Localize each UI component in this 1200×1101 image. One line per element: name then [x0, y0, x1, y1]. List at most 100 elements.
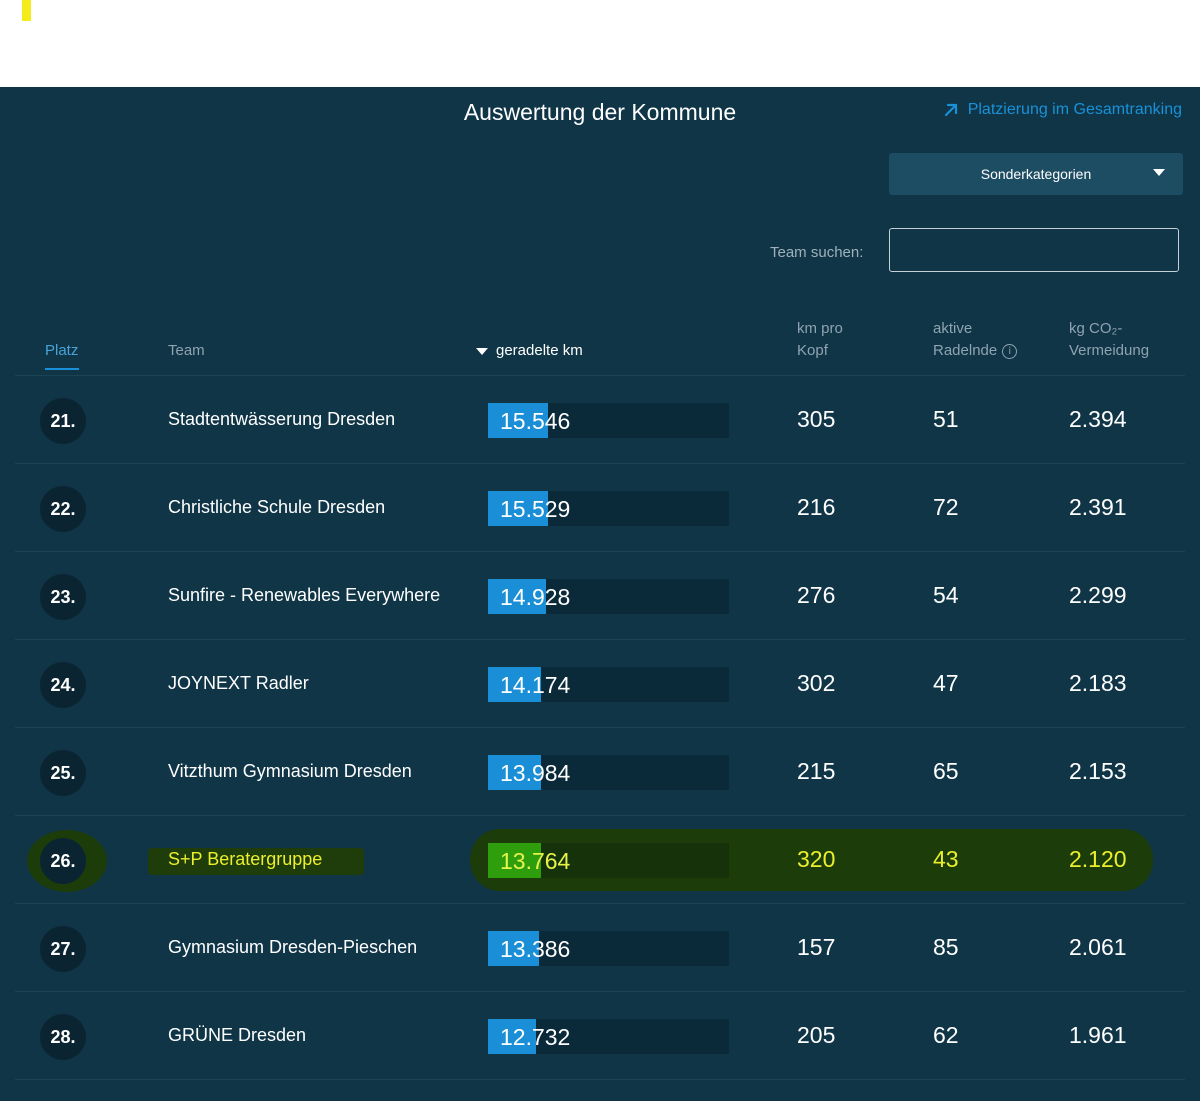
team-name[interactable]: Gymnasium Dresden-Pieschen [168, 937, 418, 957]
row-divider [15, 1079, 1185, 1080]
km-per-head-value: 216 [797, 494, 836, 520]
column-header-active-riders-line-2: Radelnde [933, 342, 998, 359]
row-divider [15, 903, 1185, 904]
km-bar-fill [488, 931, 539, 966]
column-header-km-label: geradelte km [496, 342, 583, 359]
km-bar: 14.928 [488, 579, 729, 614]
co2-value: 2.391 [1069, 494, 1127, 520]
column-header-km-per-head[interactable]: km pro Kopf [797, 318, 843, 362]
overall-ranking-link[interactable]: Platzierung im Gesamtranking [942, 101, 1182, 119]
info-icon[interactable]: i [1002, 343, 1018, 359]
column-header-rank-underline [45, 368, 79, 370]
row-divider [15, 991, 1185, 992]
km-bar-fill [488, 403, 549, 438]
row-divider [15, 727, 1185, 728]
km-per-head-value: 302 [797, 670, 836, 696]
column-header-co2-line-2: Vermeidung [1069, 342, 1150, 359]
table-row[interactable]: 26. S+P Beratergruppe 13.764 320 43 2.120 [0, 816, 1200, 904]
km-bar: 14.174 [488, 667, 729, 702]
km-per-head-value: 276 [797, 582, 836, 608]
km-bar: 13.386 [488, 931, 729, 966]
special-categories-dropdown[interactable]: Sonderkategorien [889, 153, 1183, 195]
column-header-rank[interactable]: Platz [45, 342, 79, 359]
column-header-km-per-head-line-2: Kopf [797, 342, 828, 359]
sort-desc-icon [476, 347, 488, 355]
active-riders-value: 54 [933, 582, 959, 608]
active-riders-value: 72 [933, 494, 959, 520]
km-bar-fill [488, 579, 546, 614]
active-riders-value: 65 [933, 758, 959, 784]
rank-badge: 26. [40, 838, 86, 884]
column-header-active-riders-line-2-wrap: Radelnde i [933, 340, 1018, 362]
arrow-up-right-icon [944, 103, 957, 117]
row-divider [15, 815, 1185, 816]
km-value: 12.732 [500, 1024, 571, 1050]
km-bar-fill [488, 491, 549, 526]
active-riders-value: 85 [933, 934, 959, 960]
page-title: Auswertung der Kommune [463, 99, 737, 125]
team-name[interactable]: JOYNEXT Radler [168, 673, 309, 693]
yellow-annotation-mark [22, 0, 31, 21]
active-riders-value: 62 [933, 1022, 959, 1048]
table-row[interactable]: 28. GRÜNE Dresden 12.732 205 62 1.961 [0, 992, 1200, 1080]
co2-value: 2.120 [1069, 846, 1127, 872]
km-bar: 15.546 [488, 403, 729, 438]
row-divider [15, 551, 1185, 552]
km-value: 14.174 [500, 672, 571, 698]
km-per-head-value: 215 [797, 758, 836, 784]
team-name[interactable]: Christliche Schule Dresden [168, 497, 386, 517]
row-divider [15, 463, 1185, 464]
rank-badge: 28. [40, 1014, 86, 1060]
column-header-active-riders[interactable]: aktive Radelnde i [933, 318, 1018, 362]
table-row[interactable]: 27. Gymnasium Dresden-Pieschen 13.386 157 85… [0, 904, 1200, 992]
rank-badge: 22. [40, 486, 86, 532]
column-header-km-per-head-line-1: km pro [797, 320, 843, 337]
results-panel: Auswertung der Kommune Platzierung im Ge… [0, 87, 1200, 1101]
column-header-active-riders-line-1: aktive [933, 320, 973, 337]
column-header-km[interactable]: geradelte km [476, 340, 583, 362]
co2-value: 2.183 [1069, 670, 1127, 696]
rank-badge: 24. [40, 662, 86, 708]
km-per-head-value: 157 [797, 934, 836, 960]
rank-badge: 27. [40, 926, 86, 972]
column-header-co2[interactable]: kg CO₂- Vermeidung [1069, 318, 1149, 362]
active-riders-value: 47 [933, 670, 959, 696]
team-name[interactable]: Sunfire - Renewables Everywhere [168, 585, 441, 605]
header-divider [15, 375, 1185, 376]
table-row[interactable]: 22. Christliche Schule Dresden 15.529 216 72… [0, 464, 1200, 552]
rank-badge: 25. [40, 750, 86, 796]
caret-down-icon [1153, 169, 1165, 176]
rank-badge: 23. [40, 574, 86, 620]
team-search-input[interactable] [889, 228, 1179, 272]
km-bar-fill [488, 755, 542, 790]
dropdown-label: Sonderkategorien [980, 166, 1092, 182]
team-name[interactable]: Vitzthum Gymnasium Dresden [168, 761, 412, 781]
km-value: 15.546 [500, 408, 571, 434]
co2-value: 2.061 [1069, 934, 1127, 960]
table-row[interactable]: 24. JOYNEXT Radler 14.174 302 47 2.183 [0, 640, 1200, 728]
team-name[interactable]: Stadtentwässerung Dresden [168, 409, 396, 429]
active-riders-value: 51 [933, 406, 959, 432]
co2-value: 2.394 [1069, 406, 1127, 432]
table-row[interactable]: 21. Stadtentwässerung Dresden 15.546 305 51 2… [0, 376, 1200, 464]
km-bar-fill [488, 667, 542, 702]
active-riders-value: 43 [933, 846, 959, 872]
column-header-team[interactable]: Team [168, 342, 205, 359]
co2-value: 1.961 [1069, 1022, 1127, 1048]
table-row[interactable]: 25. Vitzthum Gymnasium Dresden 13.984 215 65… [0, 728, 1200, 816]
team-search-label: Team suchen: [770, 244, 864, 261]
column-header-co2-line-1: kg CO₂- [1069, 320, 1123, 337]
km-value: 13.386 [500, 936, 571, 962]
km-bar: 12.732 [488, 1019, 729, 1054]
team-name[interactable]: S+P Beratergruppe [168, 849, 323, 869]
team-name[interactable]: GRÜNE Dresden [168, 1025, 307, 1045]
km-bar: 13.764 [488, 843, 729, 878]
km-value: 14.928 [500, 584, 571, 610]
km-per-head-value: 305 [797, 406, 836, 432]
table-row[interactable]: 23. Sunfire - Renewables Everywhere 14.928… [0, 552, 1200, 640]
km-bar: 13.984 [488, 755, 729, 790]
co2-value: 2.153 [1069, 758, 1127, 784]
km-value: 13.764 [500, 848, 571, 874]
km-bar: 15.529 [488, 491, 729, 526]
km-value: 13.984 [500, 760, 571, 786]
